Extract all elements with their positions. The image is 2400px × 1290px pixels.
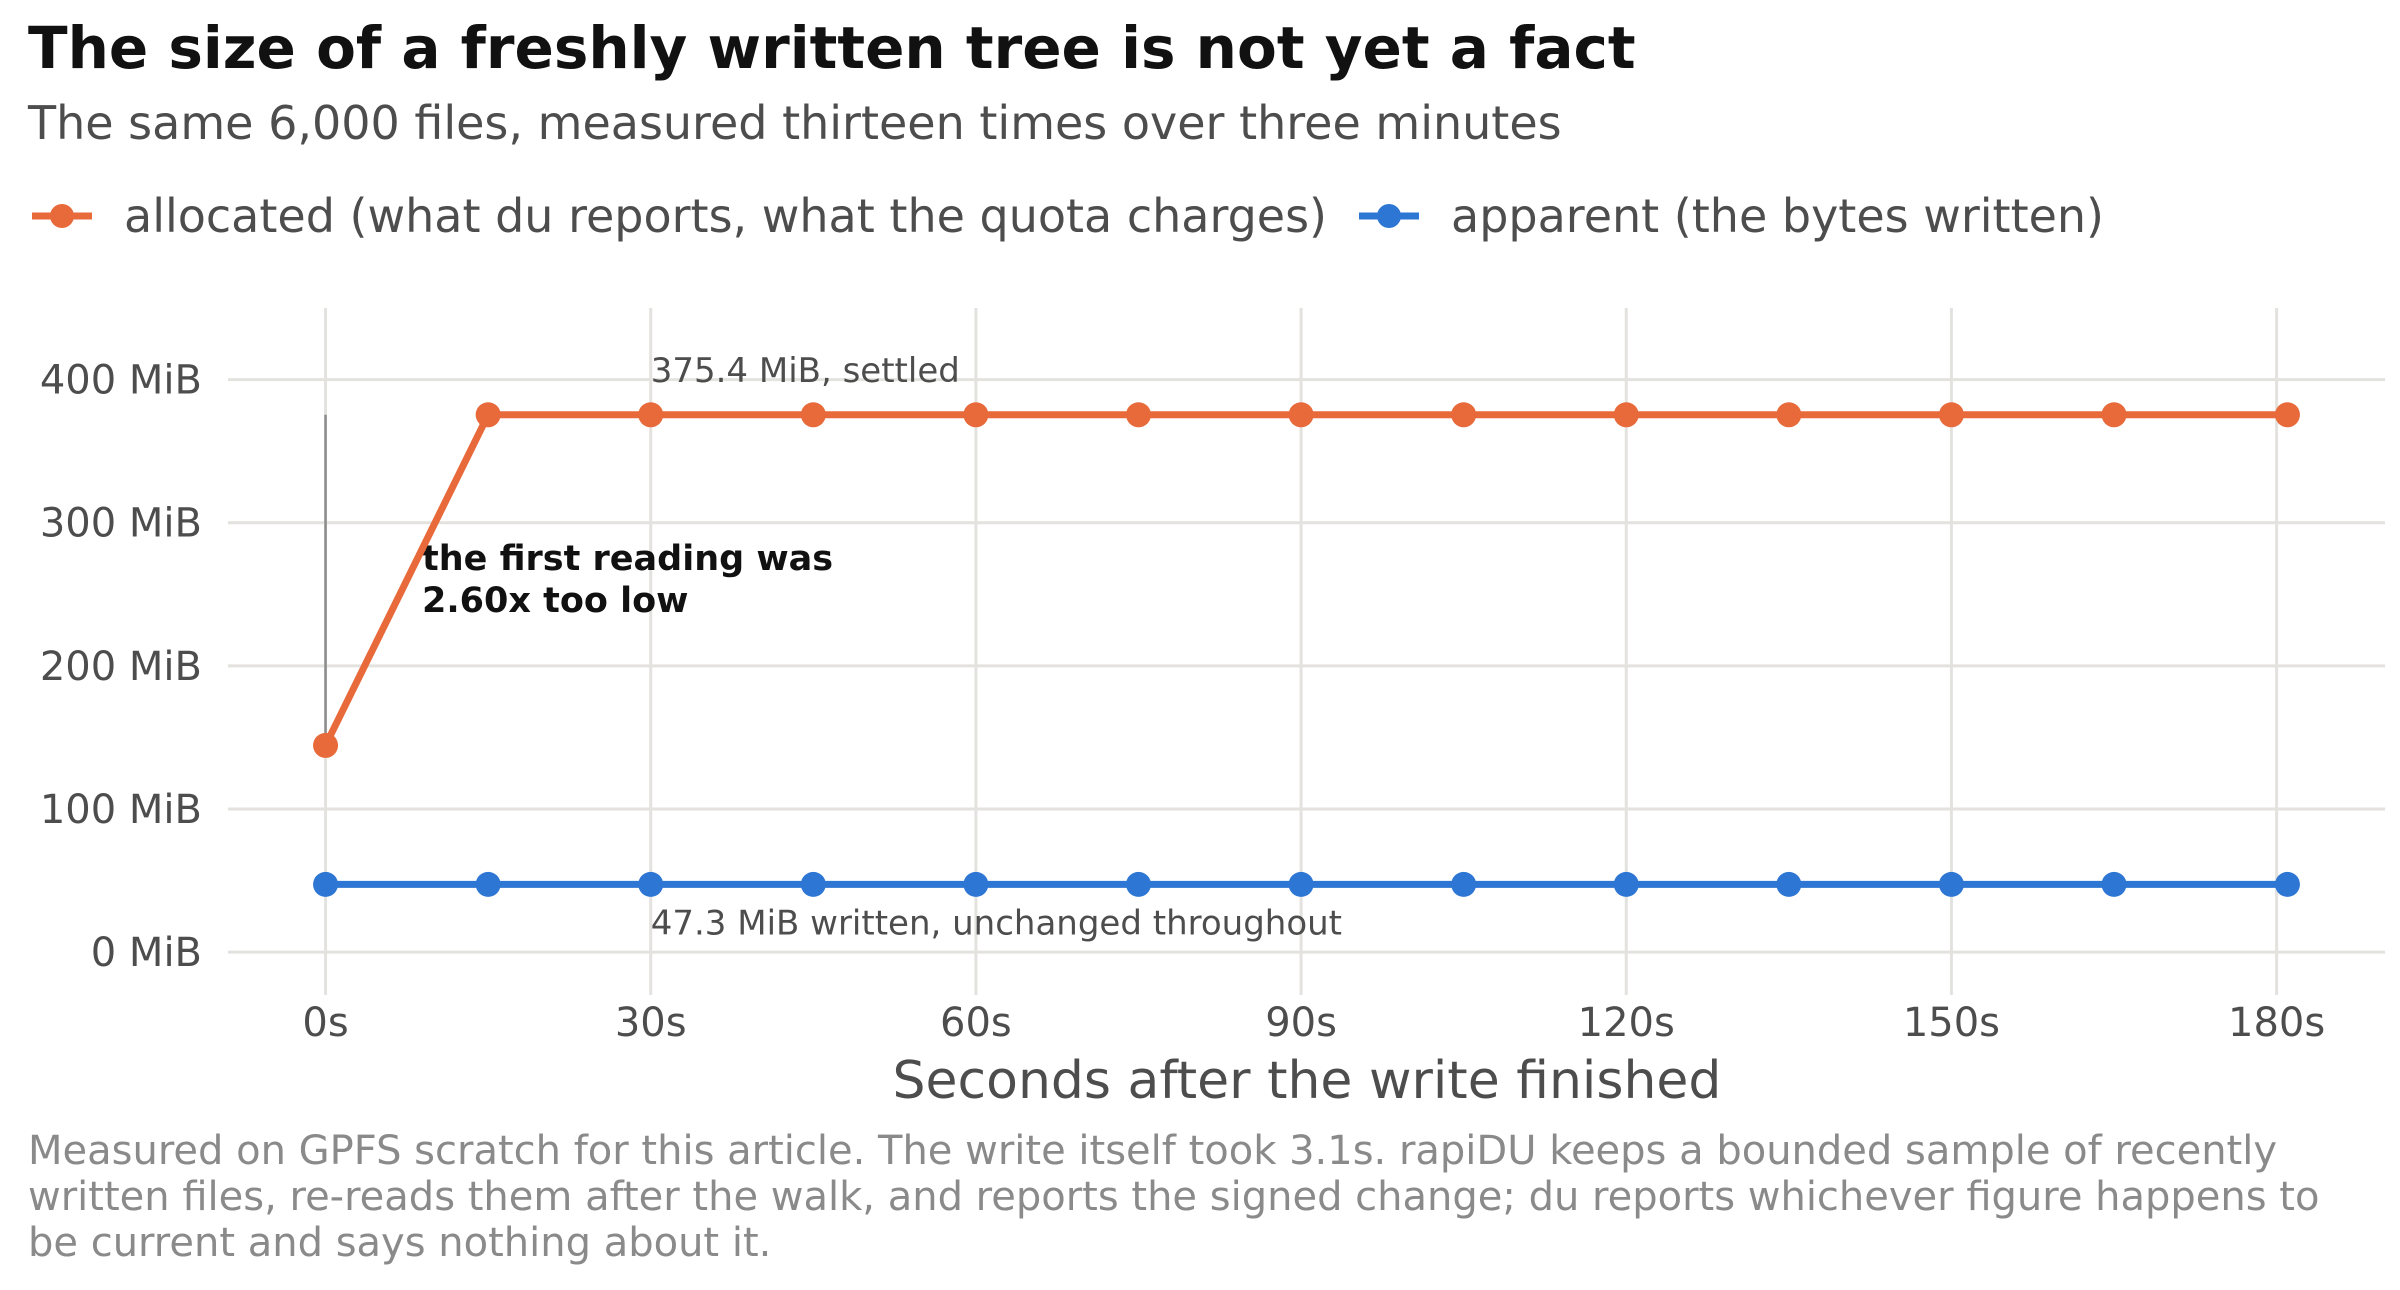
data-point-apparent [1613,871,1639,897]
data-point-allocated [1288,402,1314,428]
x-tick-label: 120s [1578,1000,1675,1046]
legend-dot-apparent [1377,204,1402,228]
data-point-apparent [313,871,339,897]
annotation-gap-line-1: the first reading was [422,539,833,579]
data-point-apparent [1288,871,1314,897]
legend-item-apparent: apparent (the bytes written) [1357,189,2104,243]
annotation-written: 47.3 MiB written, unchanged throughout [651,903,1342,943]
chart-title: The size of a freshly written tree is no… [28,14,1636,82]
data-point-allocated [475,402,501,428]
y-tick-label: 300 MiB [40,501,202,547]
data-point-allocated [1938,402,1964,428]
data-point-allocated [963,402,989,428]
data-point-apparent [475,871,501,897]
legend-key-allocated [32,204,92,228]
data-point-allocated [1776,402,1802,428]
x-axis-label: Seconds after the write finished [893,1051,1722,1111]
data-point-apparent [1451,871,1477,897]
chart-caption: Measured on GPFS scratch for this articl… [28,1128,2320,1266]
x-tick-label: 60s [940,1000,1012,1046]
data-point-apparent [1938,871,1964,897]
legend-key-apparent [1359,204,1420,228]
legend: allocated (what du reports, what the quo… [30,186,2134,246]
y-tick-label: 200 MiB [40,644,202,690]
x-tick-label: 90s [1265,1000,1337,1046]
annotation-settled: 375.4 MiB, settled [651,351,960,391]
data-point-allocated [1613,402,1639,428]
data-point-allocated [2274,402,2300,428]
y-tick-label: 100 MiB [40,787,202,833]
legend-label-allocated: allocated (what du reports, what the quo… [124,189,1328,243]
x-tick-label: 180s [2228,1000,2325,1046]
legend-dot-allocated [50,204,74,228]
data-point-apparent [2101,871,2127,897]
legend-label-apparent: apparent (the bytes written) [1451,189,2104,243]
data-point-allocated [638,402,664,428]
y-tick-label: 400 MiB [40,358,202,404]
x-tick-label: 0s [302,1000,348,1046]
data-point-apparent [1125,871,1151,897]
data-point-apparent [1776,871,1802,897]
data-point-apparent [638,871,664,897]
data-point-allocated [1125,402,1151,428]
x-tick-label: 150s [1903,1000,2000,1046]
y-tick-label: 0 MiB [91,930,202,976]
tick-labels: 0s 30s 60s 90s 120s 150s 180s 0 MiB 100 MiB 200 M… [40,358,2325,1046]
chart-subtitle: The same 6,000 files, measured thirteen … [28,96,1562,150]
data-point-apparent [2274,871,2300,897]
annotation-gap-line-2: 2.60x too low [422,581,689,621]
data-point-allocated [313,732,339,758]
series [313,402,2300,897]
data-point-allocated [1451,402,1477,428]
data-point-allocated [2101,402,2127,428]
data-point-apparent [963,871,989,897]
annotations: 375.4 MiB, settled 47.3 MiB written, unch… [324,351,1342,943]
legend-item-allocated: allocated (what du reports, what the quo… [30,189,1327,243]
data-point-allocated [800,402,826,428]
x-tick-label: 30s [615,1000,687,1046]
data-point-apparent [800,871,826,897]
